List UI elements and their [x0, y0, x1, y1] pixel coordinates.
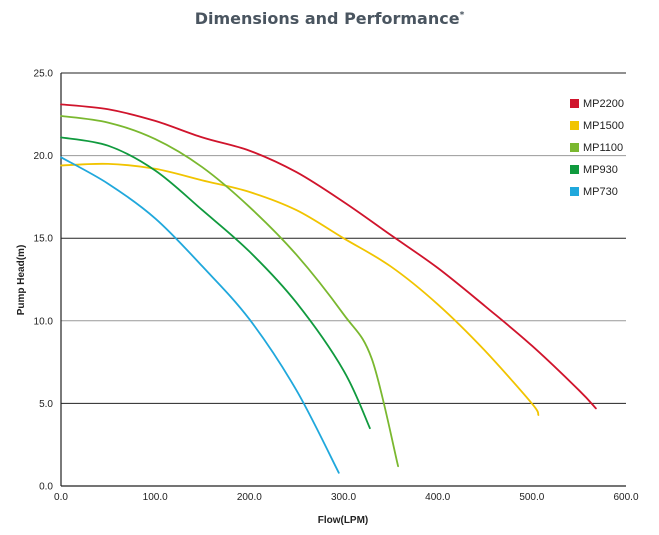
series-line-mp2200 — [60, 103, 597, 410]
legend-label-mp930: MP930 — [583, 164, 618, 176]
y-tick-label-3: 15.0 — [34, 234, 54, 245]
axes — [60, 73, 626, 487]
tick-labels: 0.0 5.0 10.0 15.0 20.0 25.0 0.0 100.0 200.0 300.0… — [34, 69, 639, 504]
x-tick-label-4: 400.0 — [425, 492, 450, 503]
legend-swatch-mp730 — [570, 187, 579, 196]
series-line-mp1100 — [60, 115, 399, 468]
y-tick-label-1: 5.0 — [39, 399, 53, 410]
y-tick-label-0: 0.0 — [39, 482, 53, 493]
y-tick-label-2: 10.0 — [34, 316, 54, 327]
x-tick-label-3: 300.0 — [331, 492, 356, 503]
legend-label-mp1100: MP1100 — [583, 142, 623, 154]
legend-label-mp730: MP730 — [583, 186, 618, 198]
legend-swatch-mp2200 — [570, 99, 579, 108]
legend-swatch-mp930 — [570, 165, 579, 174]
y-tick-label-5: 25.0 — [34, 69, 54, 80]
legend-label-mp1500: MP1500 — [583, 120, 624, 132]
series-line-mp730 — [60, 156, 340, 474]
legend: MP2200 MP1500 MP1100 MP930 MP730 — [570, 98, 624, 198]
chart-title-mark: * — [459, 10, 465, 21]
x-tick-label-5: 500.0 — [519, 492, 544, 503]
x-axis-label: Flow(LPM) — [318, 515, 369, 526]
x-tick-label-6: 600.0 — [613, 492, 638, 503]
x-tick-label-0: 0.0 — [54, 492, 68, 503]
legend-swatch-mp1100 — [570, 143, 579, 152]
x-tick-label-2: 200.0 — [237, 492, 262, 503]
y-axis-label: Pump Head(m) — [16, 245, 27, 316]
legend-label-mp2200: MP2200 — [583, 98, 624, 110]
chart-title: Dimensions and Performance* — [0, 9, 659, 28]
series-line-mp930 — [60, 136, 371, 430]
x-tick-label-1: 100.0 — [143, 492, 168, 503]
chart-title-text: Dimensions and Performance — [194, 9, 460, 28]
legend-swatch-mp1500 — [570, 121, 579, 130]
series-lines — [60, 103, 597, 474]
y-tick-label-4: 20.0 — [34, 151, 54, 162]
